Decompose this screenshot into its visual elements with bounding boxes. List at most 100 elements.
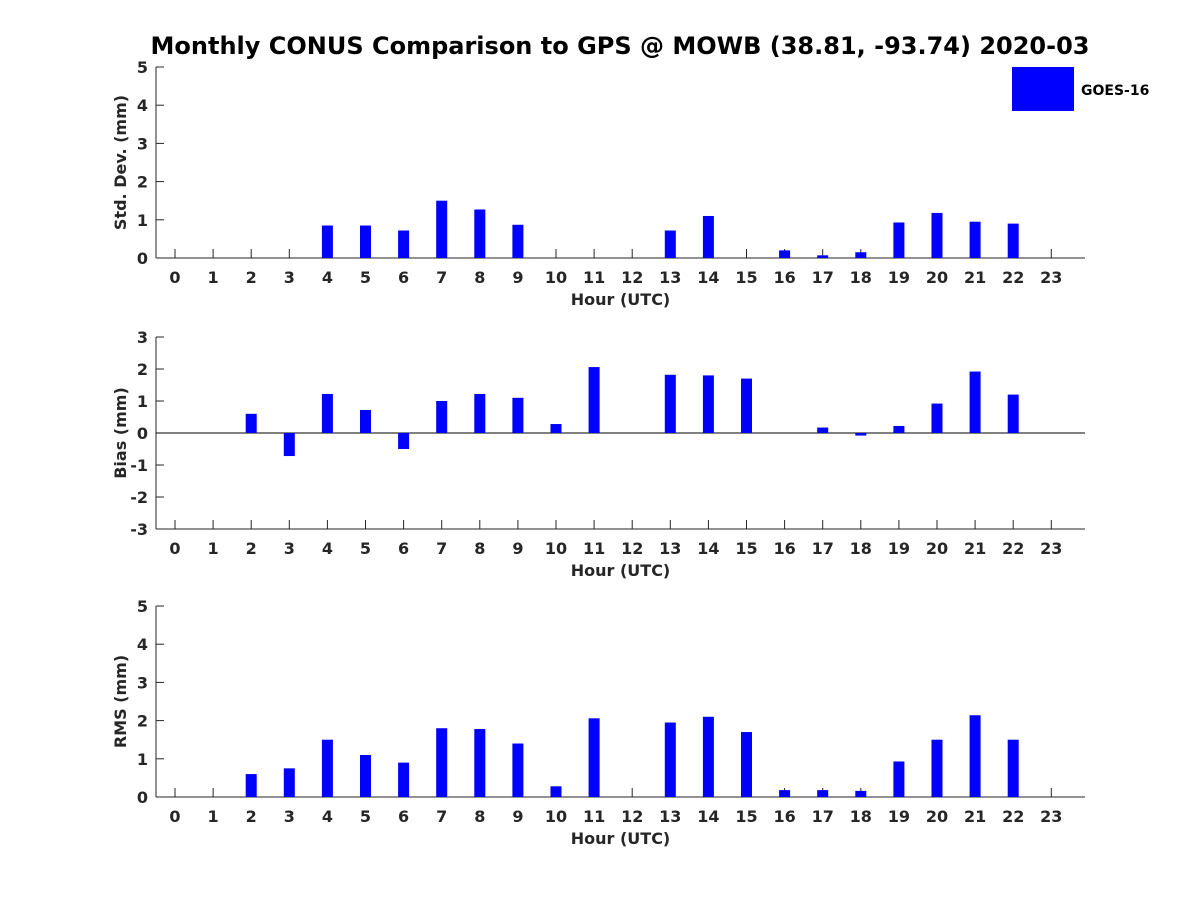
bar-hour-8 (474, 209, 486, 258)
bar-hour-13 (664, 722, 676, 797)
x-tick-label: 10 (545, 807, 567, 826)
x-tick-label: 17 (812, 268, 834, 287)
bar-hour-22 (1007, 223, 1019, 258)
x-tick-label: 15 (735, 268, 757, 287)
bar-hour-9 (512, 743, 524, 797)
bar-hour-16 (779, 790, 791, 797)
x-tick-label: 20 (926, 268, 948, 287)
bar-hour-7 (436, 200, 448, 258)
x-axis-label: Hour (UTC) (571, 561, 671, 580)
bar-hour-7 (436, 401, 448, 433)
x-tick-label: 13 (659, 268, 681, 287)
x-tick-label: 20 (926, 539, 948, 558)
y-tick-label: -2 (130, 488, 148, 507)
x-tick-label: 11 (583, 268, 605, 287)
bar-hour-18 (855, 252, 867, 258)
x-tick-label: 9 (512, 807, 523, 826)
y-tick-label: 5 (137, 597, 148, 616)
x-tick-label: 22 (1002, 268, 1024, 287)
x-tick-label: 12 (621, 268, 643, 287)
bar-hour-21 (969, 715, 981, 797)
x-tick-label: 1 (208, 539, 219, 558)
bar-hour-14 (702, 215, 714, 258)
x-tick-label: 4 (322, 807, 333, 826)
figure-title: Monthly CONUS Comparison to GPS @ MOWB (… (151, 32, 1090, 60)
bar-hour-3 (283, 768, 295, 797)
x-tick-label: 12 (621, 539, 643, 558)
y-tick-label: 0 (137, 788, 148, 807)
bar-hour-20 (931, 403, 943, 433)
bar-hour-7 (436, 728, 448, 797)
y-tick-label: 5 (137, 58, 148, 77)
x-tick-label: 3 (284, 268, 295, 287)
y-tick-label: 1 (137, 211, 148, 230)
bar-hour-21 (969, 221, 981, 258)
bar-hour-9 (512, 397, 524, 433)
x-tick-label: 14 (697, 268, 719, 287)
x-tick-label: 23 (1040, 268, 1062, 287)
y-tick-label: 0 (137, 424, 148, 443)
y-tick-label: 0 (137, 249, 148, 268)
x-tick-label: 5 (360, 807, 371, 826)
bar-hour-8 (474, 393, 486, 433)
x-tick-label: 23 (1040, 807, 1062, 826)
x-tick-label: 7 (436, 807, 447, 826)
bar-hour-19 (893, 761, 905, 797)
bar-hour-14 (702, 716, 714, 797)
bar-hour-16 (779, 250, 791, 258)
x-tick-label: 2 (246, 268, 257, 287)
y-tick-label: 2 (137, 360, 148, 379)
y-tick-label: -3 (130, 520, 148, 539)
x-tick-label: 23 (1040, 539, 1062, 558)
x-tick-label: 2 (246, 539, 257, 558)
x-tick-label: 6 (398, 539, 409, 558)
x-tick-label: 6 (398, 268, 409, 287)
x-tick-label: 10 (545, 539, 567, 558)
bar-hour-20 (931, 212, 943, 258)
bar-hour-15 (741, 732, 752, 797)
x-tick-label: 5 (360, 539, 371, 558)
bar-hour-10 (550, 424, 562, 433)
bar-hour-14 (702, 375, 714, 433)
x-tick-label: 21 (964, 539, 986, 558)
x-tick-label: 13 (659, 807, 681, 826)
x-tick-label: 18 (850, 807, 872, 826)
bar-hour-19 (893, 222, 905, 258)
y-tick-label: 1 (137, 750, 148, 769)
bar-hour-6 (398, 762, 410, 797)
bar-hour-4 (321, 739, 333, 797)
x-tick-label: 11 (583, 539, 605, 558)
x-tick-label: 14 (697, 539, 719, 558)
y-tick-label: 1 (137, 392, 148, 411)
x-tick-label: 9 (512, 268, 523, 287)
x-tick-label: 1 (208, 268, 219, 287)
x-tick-label: 22 (1002, 807, 1024, 826)
y-tick-label: 3 (137, 673, 148, 692)
x-tick-label: 0 (169, 539, 180, 558)
bar-hour-19 (893, 425, 905, 433)
y-tick-label: 3 (137, 328, 148, 347)
x-tick-label: 21 (964, 268, 986, 287)
bar-hour-4 (321, 393, 333, 433)
bar-hour-5 (360, 225, 371, 258)
bar-hour-5 (360, 409, 371, 433)
x-tick-label: 7 (436, 539, 447, 558)
x-tick-label: 17 (812, 539, 834, 558)
x-tick-label: 11 (583, 807, 605, 826)
x-tick-label: 16 (773, 539, 795, 558)
x-tick-label: 17 (812, 807, 834, 826)
x-tick-label: 6 (398, 807, 409, 826)
y-tick-label: 3 (137, 134, 148, 153)
bar-hour-17 (817, 255, 829, 258)
x-tick-label: 19 (888, 807, 910, 826)
x-tick-label: 2 (246, 807, 257, 826)
x-tick-label: 16 (773, 268, 795, 287)
bar-hour-9 (512, 224, 524, 258)
bar-hour-17 (817, 427, 829, 433)
x-tick-label: 8 (474, 807, 485, 826)
